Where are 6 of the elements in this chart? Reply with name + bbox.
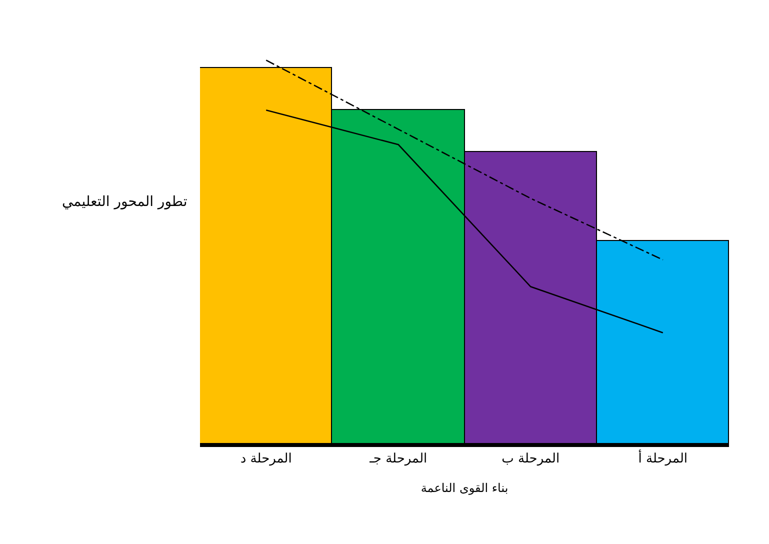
x-tick-label: المرحلة أ [638, 450, 688, 467]
x-axis-title: بناء القوى الناعمة [420, 481, 508, 495]
x-tick-label: المرحلة د [240, 452, 292, 467]
x-tick-label: المرحلة ب [502, 452, 560, 467]
y-axis-title: تطور المحور التعليمي [62, 194, 188, 210]
x-tick-label: المرحلة جـ [368, 452, 428, 467]
